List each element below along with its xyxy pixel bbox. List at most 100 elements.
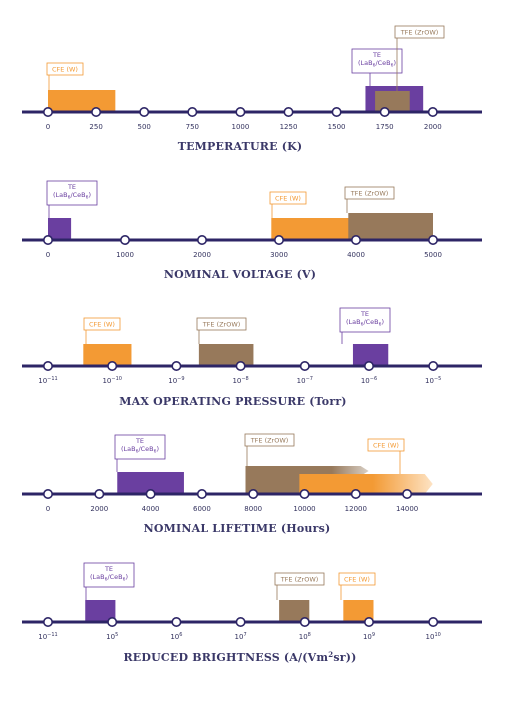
tick-label: 0: [46, 123, 50, 131]
label-cfe-box: [367, 438, 405, 452]
tick-label: 1000: [116, 251, 134, 259]
label-te-box: [339, 307, 391, 333]
bar-cfe: [343, 600, 374, 622]
axis-tick-marker: [42, 235, 53, 246]
axis-tick-marker: [94, 488, 105, 499]
label-te-box: [351, 48, 403, 74]
label-tfe-text: TFE (ZrOW): [350, 189, 389, 197]
axis-tick-marker: [235, 107, 246, 118]
tick-label: 12000: [345, 505, 367, 513]
tick-label: 2000: [90, 505, 108, 513]
tick-label: 10−11: [38, 632, 57, 641]
label-tfe-box: [344, 186, 395, 200]
axis-tick-marker: [427, 107, 438, 118]
tick-label: 10−6: [361, 376, 377, 385]
label-te-text-1: TE: [67, 183, 76, 191]
axis-tick-marker: [42, 616, 53, 627]
label-te-text-1: TE: [372, 51, 381, 59]
axis-tick-marker: [427, 235, 438, 246]
axis-tick-marker: [139, 107, 150, 118]
tick-label: 10000: [293, 505, 315, 513]
tick-label: 0: [46, 505, 50, 513]
label-tfe-text: TFE (ZrOW): [202, 320, 241, 328]
axis-tick-marker: [331, 107, 342, 118]
tick-label: 6000: [193, 505, 211, 513]
tick-label: 1000: [231, 123, 249, 131]
tick-label: 10−11: [38, 376, 57, 385]
label-cfe-text: CFE (W): [344, 575, 370, 583]
title-pressure: MAX OPERATING PRESSURE (Torr): [119, 395, 346, 408]
title-brightness: REDUCED BRIGHTNESS (A/(Vm2sr)): [123, 650, 356, 664]
label-cfe-box: [46, 62, 84, 76]
tick-label: 4000: [347, 251, 365, 259]
axis-tick-marker: [402, 488, 413, 499]
axis-tick-marker: [299, 616, 310, 627]
axis-tick-marker: [107, 616, 118, 627]
tick-label: 108: [299, 632, 311, 641]
bar-tfe: [279, 600, 310, 622]
tick-label: 107: [235, 632, 247, 641]
axis-tick-marker: [235, 360, 246, 371]
tick-label: 10−7: [297, 376, 313, 385]
title-voltage: NOMINAL VOLTAGE (V): [164, 268, 316, 281]
label-tfe-text: TFE (ZrOW): [400, 28, 439, 36]
label-cfe-box: [83, 317, 121, 331]
axis-tick-marker: [107, 360, 118, 371]
axis-tick-marker: [248, 488, 259, 499]
label-cfe-text: CFE (W): [89, 320, 115, 328]
label-tfe-box: [244, 433, 295, 447]
label-tfe-text: TFE (ZrOW): [250, 436, 289, 444]
axis-tick-marker: [350, 488, 361, 499]
panel-temperature: CFE (W) TE(LaB6/CeB6) TFE (ZrOW) 0 250 500 750…: [22, 25, 482, 153]
tick-label: 3000: [270, 251, 288, 259]
tick-label: 10−10: [102, 376, 121, 385]
axis-tick-marker: [299, 488, 310, 499]
tick-label: 105: [106, 632, 118, 641]
bar-tfe: [348, 213, 433, 240]
tick-label: 750: [186, 123, 199, 131]
axis-tick-marker: [428, 360, 439, 371]
label-tfe-text: TFE (ZrOW): [280, 575, 319, 583]
bar-cfe: [83, 344, 132, 366]
bar-te: [85, 600, 116, 622]
tick-label: 14000: [396, 505, 418, 513]
label-te-text-2: (LaB6/CeB6): [53, 191, 91, 201]
label-tfe-box: [394, 25, 445, 39]
bar-cfe: [48, 90, 116, 112]
bar-cfe: [271, 218, 364, 240]
panel-lifetime: TE(LaB6/CeB6) TFE (ZrOW) CFE (W) 0 2000 4000 6…: [22, 433, 482, 535]
bar-cfe: [299, 474, 433, 494]
bar-te: [48, 218, 72, 240]
axis-tick-marker: [197, 235, 208, 246]
tick-label: 1010: [426, 632, 441, 641]
panel-voltage: TE(LaB6/CeB6) CFE (W) TFE (ZrOW) 0 1000 2000 3…: [22, 180, 482, 281]
axis-tick-marker: [91, 107, 102, 118]
tick-label: 0: [46, 251, 50, 259]
label-te-box: [46, 180, 98, 206]
axis-tick-marker: [363, 616, 374, 627]
axis-tick-marker: [171, 616, 182, 627]
bar-tfe: [198, 344, 254, 366]
tick-label: 1250: [280, 123, 298, 131]
axis-tick-marker: [42, 107, 53, 118]
tick-label: 8000: [244, 505, 262, 513]
axis-tick-marker: [350, 235, 361, 246]
axis-tick-marker: [235, 616, 246, 627]
label-tfe-box: [274, 572, 325, 586]
title-temperature: TEMPERATURE (K): [178, 140, 303, 153]
tick-label: 1500: [328, 123, 346, 131]
axis-tick-marker: [273, 235, 284, 246]
axis-tick-marker: [299, 360, 310, 371]
title-lifetime: NOMINAL LIFETIME (Hours): [144, 522, 331, 535]
tick-label: 1750: [376, 123, 394, 131]
label-te-text-1: TE: [135, 437, 144, 445]
label-te-text-2: (LaB6/CeB6): [121, 445, 159, 455]
tick-label: 10−9: [168, 376, 184, 385]
tick-label: 106: [170, 632, 182, 641]
panel-pressure: CFE (W) TFE (ZrOW) TE(LaB6/CeB6) 10−11 10−10…: [22, 307, 482, 408]
label-te-text-2: (LaB6/CeB6): [346, 318, 384, 328]
label-cfe-text: CFE (W): [275, 194, 301, 202]
axis-tick-marker: [196, 488, 207, 499]
label-te-box: [114, 434, 166, 460]
